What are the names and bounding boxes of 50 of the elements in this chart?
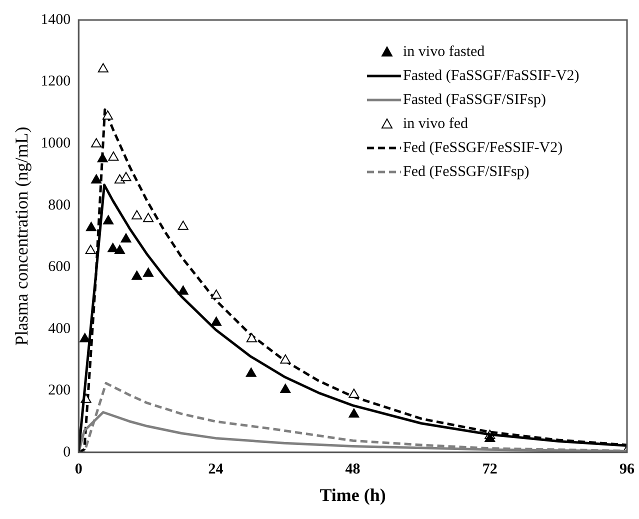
point	[120, 172, 132, 182]
point	[280, 354, 291, 364]
point	[98, 63, 108, 72]
legend-label: in vivo fed	[403, 116, 468, 132]
point	[143, 212, 154, 222]
point	[120, 233, 132, 243]
point	[114, 244, 125, 254]
x-tick-label: 72	[482, 461, 498, 478]
y-tick-label: 0	[63, 444, 71, 460]
x-tick-label: 0	[74, 461, 82, 478]
point	[132, 210, 142, 220]
x-tick-label: 24	[208, 461, 224, 478]
y-tick-label: 200	[48, 382, 71, 399]
point	[348, 408, 360, 418]
y-tick-label: 800	[48, 197, 71, 214]
point	[484, 432, 496, 442]
y-tick-label: 1400	[40, 12, 71, 28]
point	[108, 151, 119, 161]
point	[91, 174, 102, 184]
y-axis-title: Plasma concentration (ng/mL)	[12, 126, 32, 346]
y-tick-label: 600	[48, 259, 71, 276]
point	[246, 333, 257, 342]
legend-label: Fed (FeSSGF/SIFsp)	[403, 164, 530, 180]
point	[211, 290, 222, 299]
y-tick-label: 1200	[40, 74, 71, 90]
point	[178, 220, 188, 230]
point	[85, 244, 96, 254]
y-tick-label: 400	[48, 320, 71, 337]
point	[246, 368, 256, 377]
point	[102, 110, 113, 120]
point	[91, 138, 102, 148]
y-tick-label: 1000	[40, 135, 71, 152]
point	[97, 152, 108, 162]
point	[114, 174, 125, 184]
point	[86, 222, 96, 232]
point	[348, 388, 360, 398]
x-tick-label: 96	[620, 461, 635, 478]
point	[211, 316, 222, 326]
point	[108, 242, 118, 252]
point	[280, 384, 291, 393]
x-axis-title: Time (h)	[320, 484, 386, 505]
legend-label: Fasted (FaSSGF/SIFsp)	[403, 92, 546, 108]
point	[143, 268, 154, 277]
point	[178, 285, 188, 295]
x-tick-label: 48	[345, 461, 360, 478]
point	[103, 215, 114, 224]
legend-label: Fasted (FaSSGF/FaSSIF-V2)	[403, 68, 580, 84]
legend-label: Fed (FeSSGF/FeSSIF-V2)	[403, 140, 563, 156]
point	[132, 270, 142, 280]
legend-label: in vivo fasted	[403, 44, 486, 60]
